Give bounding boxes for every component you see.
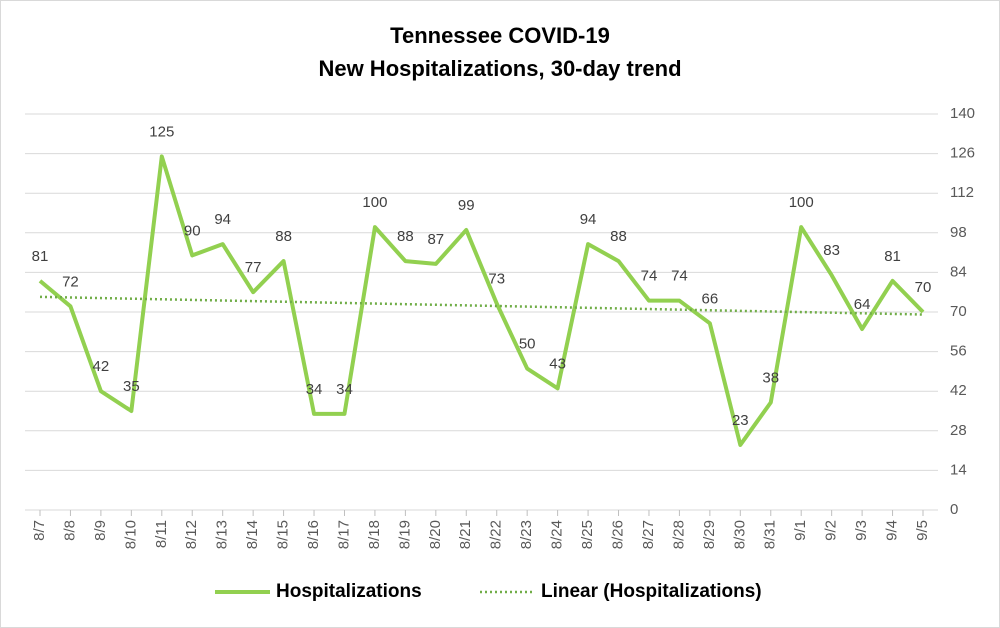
series-line (38, 154, 925, 447)
data-label: 87 (427, 231, 444, 248)
data-label: 35 (123, 378, 140, 395)
y-tick-label: 112 (950, 184, 974, 201)
x-tick-label: 8/14 (244, 520, 261, 549)
data-label: 66 (702, 290, 719, 307)
data-label: 74 (641, 268, 658, 285)
data-label: 64 (854, 296, 871, 313)
data-label: 38 (762, 369, 779, 386)
x-tick-label: 8/22 (488, 520, 505, 549)
x-tick-label: 8/9 (92, 520, 109, 541)
y-tick-label: 70 (950, 303, 967, 320)
data-label: 50 (519, 336, 536, 353)
x-tick-label: 8/27 (640, 520, 657, 549)
data-label: 100 (789, 194, 814, 211)
data-label: 34 (336, 381, 353, 398)
data-label: 100 (362, 194, 387, 211)
x-tick-label: 8/20 (427, 520, 444, 549)
x-tick-label: 8/28 (670, 520, 687, 549)
x-tick-label: 9/2 (823, 520, 840, 541)
data-label: 94 (214, 211, 231, 228)
y-tick-label: 0 (950, 501, 958, 518)
x-tick-label: 8/29 (701, 520, 718, 549)
y-tick-label: 28 (950, 422, 967, 439)
legend-label: Hospitalizations (276, 581, 422, 602)
x-tick-label: 8/15 (275, 520, 292, 549)
data-label: 88 (610, 228, 627, 245)
chart-subtitle: New Hospitalizations, 30-day trend (318, 56, 681, 81)
x-tick-label: 9/5 (914, 520, 931, 541)
x-tick-label: 8/12 (183, 520, 200, 549)
data-label: 74 (671, 268, 688, 285)
x-tick-label: 8/21 (457, 520, 474, 549)
x-tick-label: 8/8 (61, 520, 78, 541)
x-tick-label: 8/7 (31, 520, 48, 541)
x-tick-label: 9/4 (884, 520, 901, 541)
data-label: 83 (823, 242, 840, 259)
x-tick-label: 8/30 (731, 520, 748, 549)
x-tick-label: 8/10 (122, 520, 139, 549)
x-tick-label: 8/25 (579, 520, 596, 549)
y-tick-label: 98 (950, 224, 967, 241)
x-tick-label: 8/26 (609, 520, 626, 549)
y-tick-label: 126 (950, 145, 975, 162)
legend-label: Linear (Hospitalizations) (541, 581, 762, 602)
x-tick-label: 8/18 (366, 520, 383, 549)
trendline (39, 295, 924, 316)
data-label: 94 (580, 211, 597, 228)
data-label: 88 (275, 228, 292, 245)
data-label: 90 (184, 222, 201, 239)
x-tick-label: 8/13 (214, 520, 231, 549)
y-tick-label: 56 (950, 343, 967, 360)
data-label: 72 (62, 273, 79, 290)
x-tick-label: 8/23 (518, 520, 535, 549)
data-label: 23 (732, 412, 749, 429)
y-tick-label: 84 (950, 263, 967, 280)
data-label: 81 (884, 248, 901, 265)
data-label: 34 (306, 381, 323, 398)
x-tick-label: 9/1 (792, 520, 809, 541)
data-label: 77 (245, 259, 262, 276)
data-label: 88 (397, 228, 414, 245)
x-tick-label: 8/19 (396, 520, 413, 549)
x-tick-label: 8/17 (335, 520, 352, 549)
y-tick-label: 14 (950, 461, 967, 478)
data-label: 81 (32, 248, 49, 265)
data-label: 99 (458, 197, 475, 214)
data-label: 43 (549, 355, 566, 372)
chart-title: Tennessee COVID-19 (390, 23, 610, 48)
data-label: 42 (93, 358, 110, 375)
x-tick-label: 9/3 (853, 520, 870, 541)
y-tick-label: 140 (950, 105, 975, 122)
data-label: 73 (488, 270, 505, 287)
x-tick-label: 8/31 (762, 520, 779, 549)
x-tick-label: 8/11 (153, 520, 170, 548)
y-tick-label: 42 (950, 382, 967, 399)
data-label: 125 (149, 123, 174, 140)
x-tick-label: 8/16 (305, 520, 322, 549)
x-tick-label: 8/24 (549, 520, 566, 549)
data-label: 70 (915, 279, 932, 296)
